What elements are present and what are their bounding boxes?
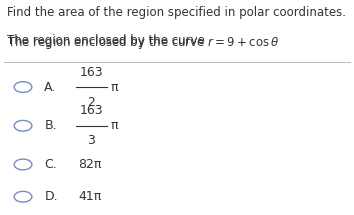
Text: D.: D. [44,190,58,203]
Text: 163: 163 [80,104,103,117]
Text: A.: A. [44,81,57,94]
Text: π: π [110,81,118,94]
Text: 163: 163 [80,66,103,78]
Text: 41π: 41π [78,190,101,203]
Text: 3: 3 [87,134,95,147]
Text: 82π: 82π [78,158,101,171]
Text: The region enclosed by the curve $r = 9 + \mathrm{cos}\,\theta$: The region enclosed by the curve $r = 9 … [7,34,280,51]
Text: Find the area of the region specified in polar coordinates.: Find the area of the region specified in… [7,6,346,19]
Text: π: π [110,119,118,132]
Text: 2: 2 [87,96,95,109]
Text: B.: B. [44,119,57,132]
Text: C.: C. [44,158,57,171]
Text: The region enclosed by the curve: The region enclosed by the curve [7,34,209,47]
